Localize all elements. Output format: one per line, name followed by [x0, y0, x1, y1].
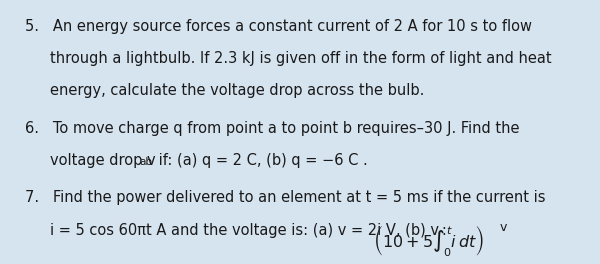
Text: if: (a) q = 2 C, (b) q = −6 C .: if: (a) q = 2 C, (b) q = −6 C .: [154, 153, 367, 168]
Text: 6.   To move charge q from point a to point b requires–30 J. Find the: 6. To move charge q from point a to poin…: [25, 121, 519, 136]
Text: ab: ab: [140, 157, 153, 167]
Text: v: v: [500, 221, 507, 234]
Text: through a lightbulb. If 2.3 kJ is given off in the form of light and heat: through a lightbulb. If 2.3 kJ is given …: [50, 51, 552, 66]
Text: 5.   An energy source forces a constant current of 2 A for 10 s to flow: 5. An energy source forces a constant cu…: [25, 19, 532, 34]
Text: voltage drop v: voltage drop v: [50, 153, 156, 168]
Text: i = 5 cos 60πt A and the voltage is: (a) v = 2i V, (b) v :: i = 5 cos 60πt A and the voltage is: (a)…: [50, 223, 448, 238]
Text: $\left(10+5\int_0^t i\,dt\right)$: $\left(10+5\int_0^t i\,dt\right)$: [373, 223, 484, 258]
Text: energy, calculate the voltage drop across the bulb.: energy, calculate the voltage drop acros…: [50, 83, 425, 98]
Text: 7.   Find the power delivered to an element at t = 5 ms if the current is: 7. Find the power delivered to an elemen…: [25, 190, 545, 205]
